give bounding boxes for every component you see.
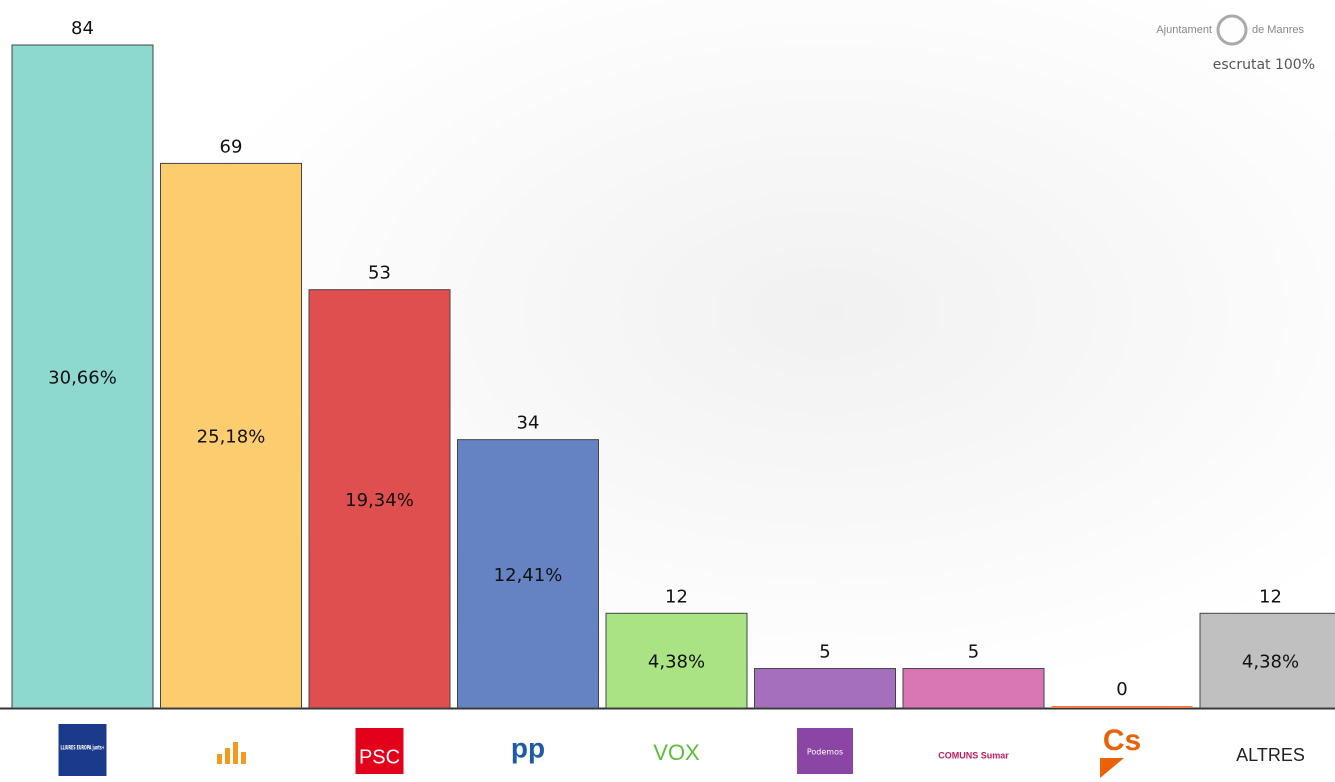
value-label: 84 xyxy=(71,18,94,39)
value-label: 12 xyxy=(1259,586,1282,607)
org-left: Ajuntament xyxy=(1156,24,1212,36)
logo-erc xyxy=(241,752,246,764)
bar xyxy=(1199,612,1335,709)
bar xyxy=(754,668,896,709)
bar xyxy=(902,668,1045,709)
logo-psc xyxy=(355,728,404,774)
value-label: 12 xyxy=(665,586,688,607)
org-right: de Manres xyxy=(1252,24,1304,36)
category-label: Cs xyxy=(1103,724,1141,757)
category-label: COMUNS Sumar xyxy=(938,750,1009,760)
value-label: 5 xyxy=(819,642,830,663)
bar xyxy=(11,44,154,709)
logo-erc xyxy=(217,754,222,764)
percentage-label: 4,38% xyxy=(1242,652,1299,673)
value-label: 34 xyxy=(517,413,540,434)
value-label: 5 xyxy=(968,642,979,663)
category-label: pp xyxy=(511,732,545,763)
category-label: PSC xyxy=(359,746,400,768)
category-label: ALTRES xyxy=(1236,745,1305,765)
bar xyxy=(1051,706,1193,708)
logo-podemos xyxy=(797,728,853,774)
status: escrutat 100% xyxy=(1213,57,1315,73)
logo-junts xyxy=(58,724,107,776)
bar xyxy=(308,289,451,709)
value-label: 69 xyxy=(220,136,243,157)
category-label: Podemos xyxy=(807,748,843,757)
percentage-label: 4,38% xyxy=(648,652,705,673)
percentage-label: 30,66% xyxy=(48,368,117,389)
percentage-label: 25,18% xyxy=(197,427,266,448)
category-label: LLIURES EUROPA junts+ xyxy=(61,745,105,752)
category-label: VOX xyxy=(653,740,700,765)
logo-erc xyxy=(225,748,230,764)
value-label: 53 xyxy=(368,263,391,284)
logo-erc xyxy=(233,742,238,764)
percentage-label: 12,41% xyxy=(494,565,563,586)
value-label: 0 xyxy=(1116,679,1127,700)
org-emblem xyxy=(1216,14,1248,46)
percentage-label: 19,34% xyxy=(345,490,414,511)
bar xyxy=(160,162,302,709)
bar xyxy=(605,612,748,709)
logo-cs-mark xyxy=(1100,758,1124,778)
bar xyxy=(457,439,599,709)
